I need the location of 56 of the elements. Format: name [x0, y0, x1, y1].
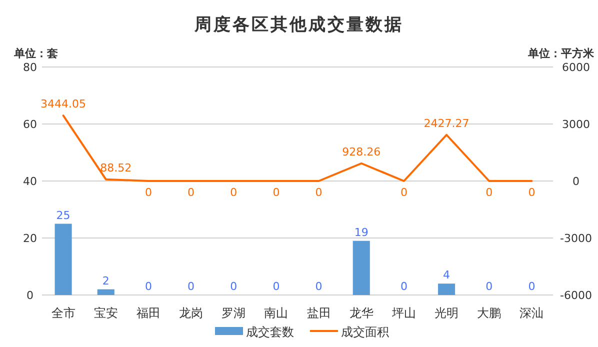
- data-label: 0: [528, 280, 536, 293]
- data-label: 3444.05: [40, 98, 86, 111]
- y2-tick-label: -6000: [560, 289, 592, 302]
- data-label: 0: [144, 280, 152, 293]
- data-label: 0: [144, 186, 152, 199]
- data-label: 0: [230, 280, 238, 293]
- y-tick-label: 40: [23, 175, 37, 188]
- data-label: 2427.27: [424, 116, 470, 130]
- bar: [97, 289, 114, 295]
- x-tick-label: 光明: [434, 306, 459, 320]
- y-axis-title: 单位：套: [13, 47, 58, 60]
- y2-tick-label: 0: [572, 175, 580, 188]
- data-label: 0: [230, 186, 238, 199]
- x-tick-label: 全市: [51, 306, 76, 320]
- data-label: 0: [528, 186, 536, 199]
- y2-tick-label: -3000: [560, 232, 592, 245]
- data-label: 0: [315, 186, 322, 199]
- chart-title: 周度各区其他成交量数据: [194, 15, 404, 34]
- data-label: 0: [486, 280, 493, 293]
- x-tick-label: 深汕: [520, 306, 544, 320]
- x-tick-label: 罗湖: [222, 306, 246, 320]
- data-label: 0: [272, 280, 280, 293]
- x-tick-label: 宝安: [94, 306, 118, 320]
- x-tick-label: 盐田: [306, 306, 331, 320]
- data-label: 0: [315, 280, 322, 293]
- data-label: 2: [102, 274, 110, 288]
- data-label: 0: [400, 186, 408, 199]
- y-tick-label: 80: [23, 61, 37, 74]
- data-label: 0: [188, 280, 195, 293]
- data-label: 25: [56, 208, 70, 222]
- data-label: 19: [354, 226, 368, 239]
- data-label: 4: [443, 268, 450, 282]
- bar: [438, 284, 456, 295]
- x-tick-label: 南山: [264, 306, 288, 320]
- data-label: 928.26: [342, 145, 381, 158]
- y2-tick-label: 6000: [562, 61, 590, 74]
- x-tick-label: 大鹏: [477, 306, 502, 320]
- y2-axis-title: 单位：平方米: [527, 47, 595, 60]
- bar: [352, 240, 370, 295]
- y2-tick-label: 3000: [562, 118, 590, 131]
- data-label: 0: [188, 186, 195, 199]
- x-tick-label: 龙岗: [179, 306, 204, 320]
- data-label: 88.52: [100, 161, 132, 174]
- y-tick-label: 60: [23, 118, 37, 131]
- y-tick-label: 0: [26, 289, 34, 302]
- data-label: 0: [486, 186, 493, 199]
- y-tick-label: 20: [23, 232, 37, 245]
- bar: [54, 224, 72, 295]
- data-label: 0: [400, 280, 408, 293]
- legend-label: 成交套数: [246, 325, 294, 339]
- x-tick-label: 龙华: [349, 306, 374, 320]
- legend-label: 成交面积: [341, 325, 389, 339]
- line-series: [62, 114, 533, 182]
- x-tick-label: 福田: [136, 306, 160, 320]
- x-tick-label: 坪山: [390, 306, 416, 320]
- data-label: 0: [272, 186, 280, 199]
